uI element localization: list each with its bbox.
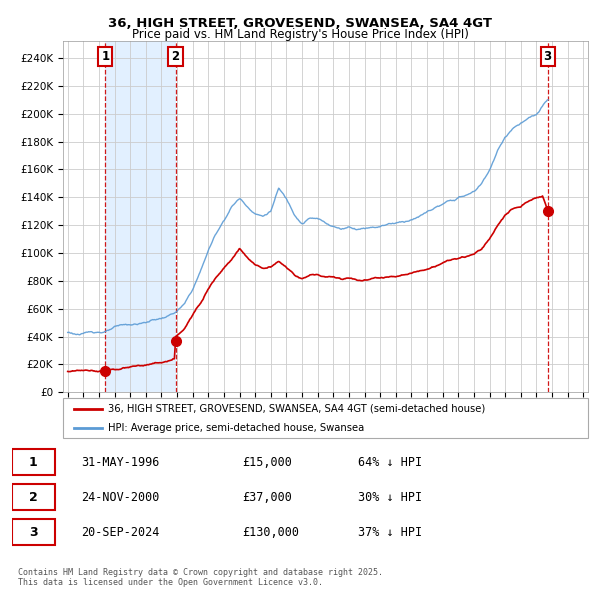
Text: 36, HIGH STREET, GROVESEND, SWANSEA, SA4 4GT: 36, HIGH STREET, GROVESEND, SWANSEA, SA4… <box>108 17 492 30</box>
Text: 2: 2 <box>29 490 38 504</box>
Text: 36, HIGH STREET, GROVESEND, SWANSEA, SA4 4GT (semi-detached house): 36, HIGH STREET, GROVESEND, SWANSEA, SA4… <box>107 404 485 414</box>
Text: 37% ↓ HPI: 37% ↓ HPI <box>358 526 422 539</box>
Text: 1: 1 <box>29 455 38 468</box>
Text: Price paid vs. HM Land Registry's House Price Index (HPI): Price paid vs. HM Land Registry's House … <box>131 28 469 41</box>
FancyBboxPatch shape <box>63 398 588 438</box>
Text: 3: 3 <box>544 50 552 63</box>
FancyBboxPatch shape <box>12 519 55 545</box>
Text: Contains HM Land Registry data © Crown copyright and database right 2025.
This d: Contains HM Land Registry data © Crown c… <box>18 568 383 587</box>
Text: 24-NOV-2000: 24-NOV-2000 <box>81 490 160 504</box>
Text: HPI: Average price, semi-detached house, Swansea: HPI: Average price, semi-detached house,… <box>107 423 364 432</box>
Bar <box>106 41 176 392</box>
Text: 1: 1 <box>101 50 109 63</box>
Text: £15,000: £15,000 <box>242 455 292 468</box>
Text: £130,000: £130,000 <box>242 526 299 539</box>
Text: 64% ↓ HPI: 64% ↓ HPI <box>358 455 422 468</box>
Text: 2: 2 <box>172 50 179 63</box>
Text: 20-SEP-2024: 20-SEP-2024 <box>81 526 160 539</box>
Text: 30% ↓ HPI: 30% ↓ HPI <box>358 490 422 504</box>
FancyBboxPatch shape <box>12 449 55 476</box>
Text: £37,000: £37,000 <box>242 490 292 504</box>
Text: 3: 3 <box>29 526 38 539</box>
FancyBboxPatch shape <box>12 484 55 510</box>
Text: 31-MAY-1996: 31-MAY-1996 <box>81 455 160 468</box>
